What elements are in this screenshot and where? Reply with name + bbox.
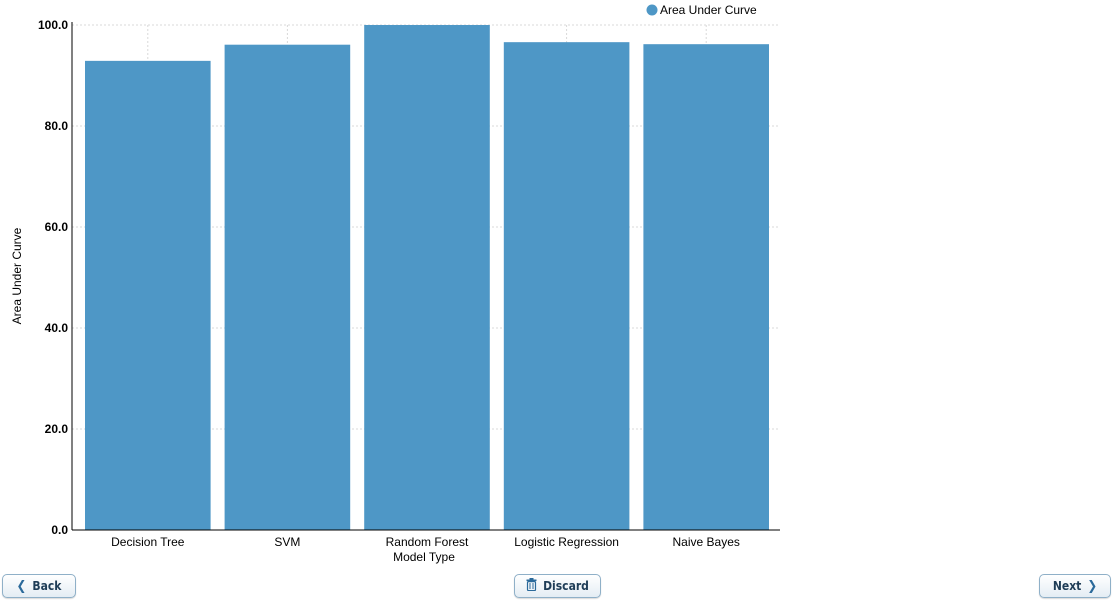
bar-chart: 0.0 20.0 40.0 60.0 80.0 100.0 Decision Tree SV… [10, 3, 780, 564]
back-label: Back [32, 579, 62, 593]
back-button[interactable]: ❮ Back [2, 574, 76, 598]
legend-label: Area Under Curve [660, 3, 757, 17]
trash-icon [526, 578, 537, 594]
x-axis-title: Model Type [393, 550, 455, 564]
y-tick-label: 100.0 [38, 18, 68, 32]
y-tick-label: 40.0 [45, 321, 69, 335]
chevron-left-icon: ❮ [16, 578, 27, 594]
discard-button[interactable]: Discard [514, 574, 601, 598]
bar[interactable] [503, 42, 630, 531]
legend-marker [646, 4, 658, 16]
next-button[interactable]: Next ❯ [1039, 574, 1111, 598]
bar[interactable] [643, 44, 769, 530]
bar[interactable] [85, 60, 211, 530]
axes [71, 22, 780, 531]
x-tick-label: Decision Tree [111, 535, 185, 549]
y-tick-label: 80.0 [45, 119, 69, 133]
discard-label: Discard [543, 579, 589, 593]
legend: Area Under Curve [646, 3, 757, 17]
y-axis-title: Area Under Curve [10, 227, 24, 324]
y-tick-label: 20.0 [45, 422, 69, 436]
x-tick-label: Random Forest [386, 535, 469, 549]
y-tick-label: 60.0 [45, 220, 69, 234]
chevron-right-icon: ❯ [1087, 578, 1098, 594]
next-label: Next [1052, 579, 1082, 593]
x-tick-label: Logistic Regression [514, 535, 619, 549]
x-tick-label: SVM [274, 535, 300, 549]
x-tick-labels: Decision Tree SVM Random Forest Logistic Re… [111, 535, 740, 549]
y-tick-labels: 0.0 20.0 40.0 60.0 80.0 100.0 [38, 18, 68, 537]
bar[interactable] [364, 25, 490, 530]
bars [85, 25, 769, 531]
bar[interactable] [224, 44, 351, 530]
y-tick-label: 0.0 [51, 523, 68, 537]
x-tick-label: Naive Bayes [673, 535, 740, 549]
